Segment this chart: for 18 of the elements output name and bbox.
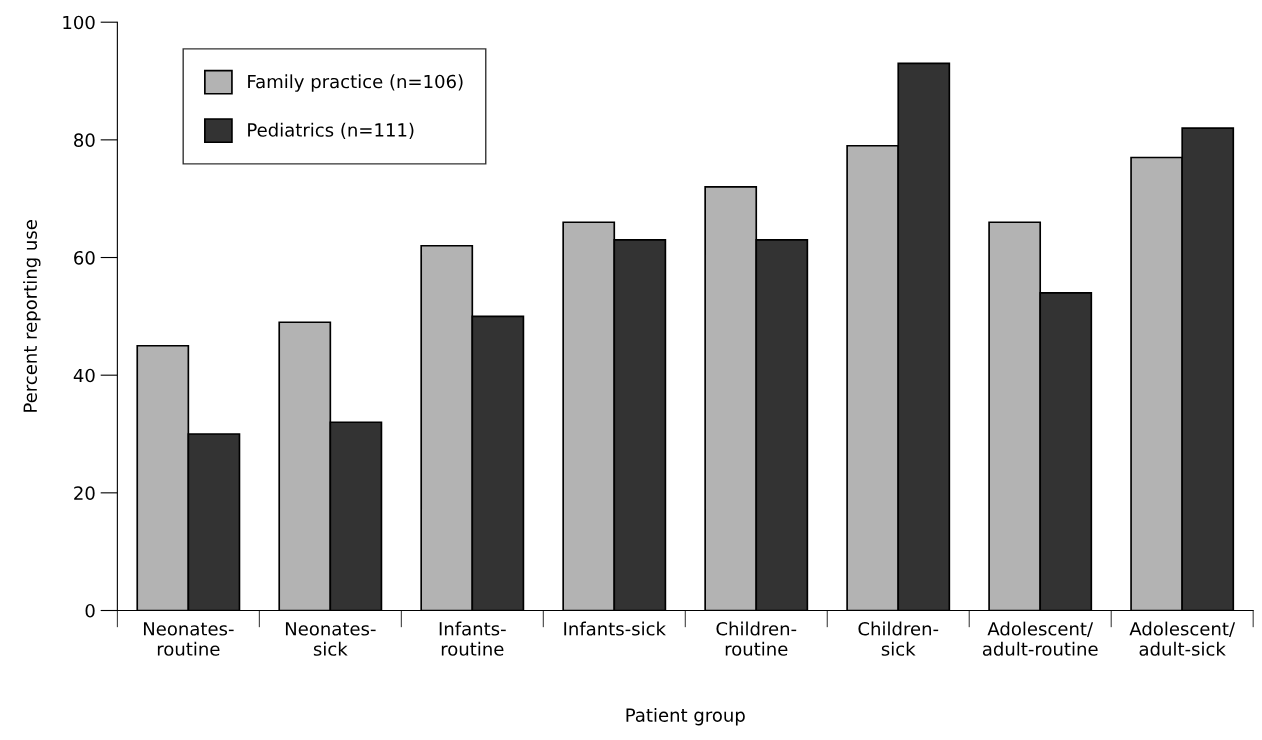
x-tick-label: Neonates- sick	[285, 622, 376, 656]
y-tick-label: 40	[73, 368, 95, 383]
x-tick-label: Children- sick	[858, 621, 939, 656]
x-tick-label: Infants-sick	[564, 621, 666, 636]
y-tick-label: 0	[85, 603, 95, 618]
x-tick-label: Neonates- routine	[143, 622, 234, 656]
y-tick-label: 60	[74, 250, 95, 265]
x-tick-label: Infants- routine	[439, 621, 506, 656]
x-tick-label: Adolescent/ adult-routine	[982, 621, 1098, 656]
legend-label: Family practice (n=106)	[248, 74, 463, 92]
x-tick-label: Adolescent/ adult-sick	[1129, 621, 1236, 656]
legend-label: Pediatrics (n=111)	[248, 122, 414, 139]
x-axis-title: Patient group	[626, 707, 745, 726]
y-tick-label: 100	[63, 15, 95, 30]
y-tick-label: 20	[74, 486, 95, 500]
y-axis-title: Percent reporting use	[23, 220, 41, 412]
y-tick-label: 80	[74, 133, 95, 147]
x-tick-label: Children- routine	[716, 621, 797, 656]
